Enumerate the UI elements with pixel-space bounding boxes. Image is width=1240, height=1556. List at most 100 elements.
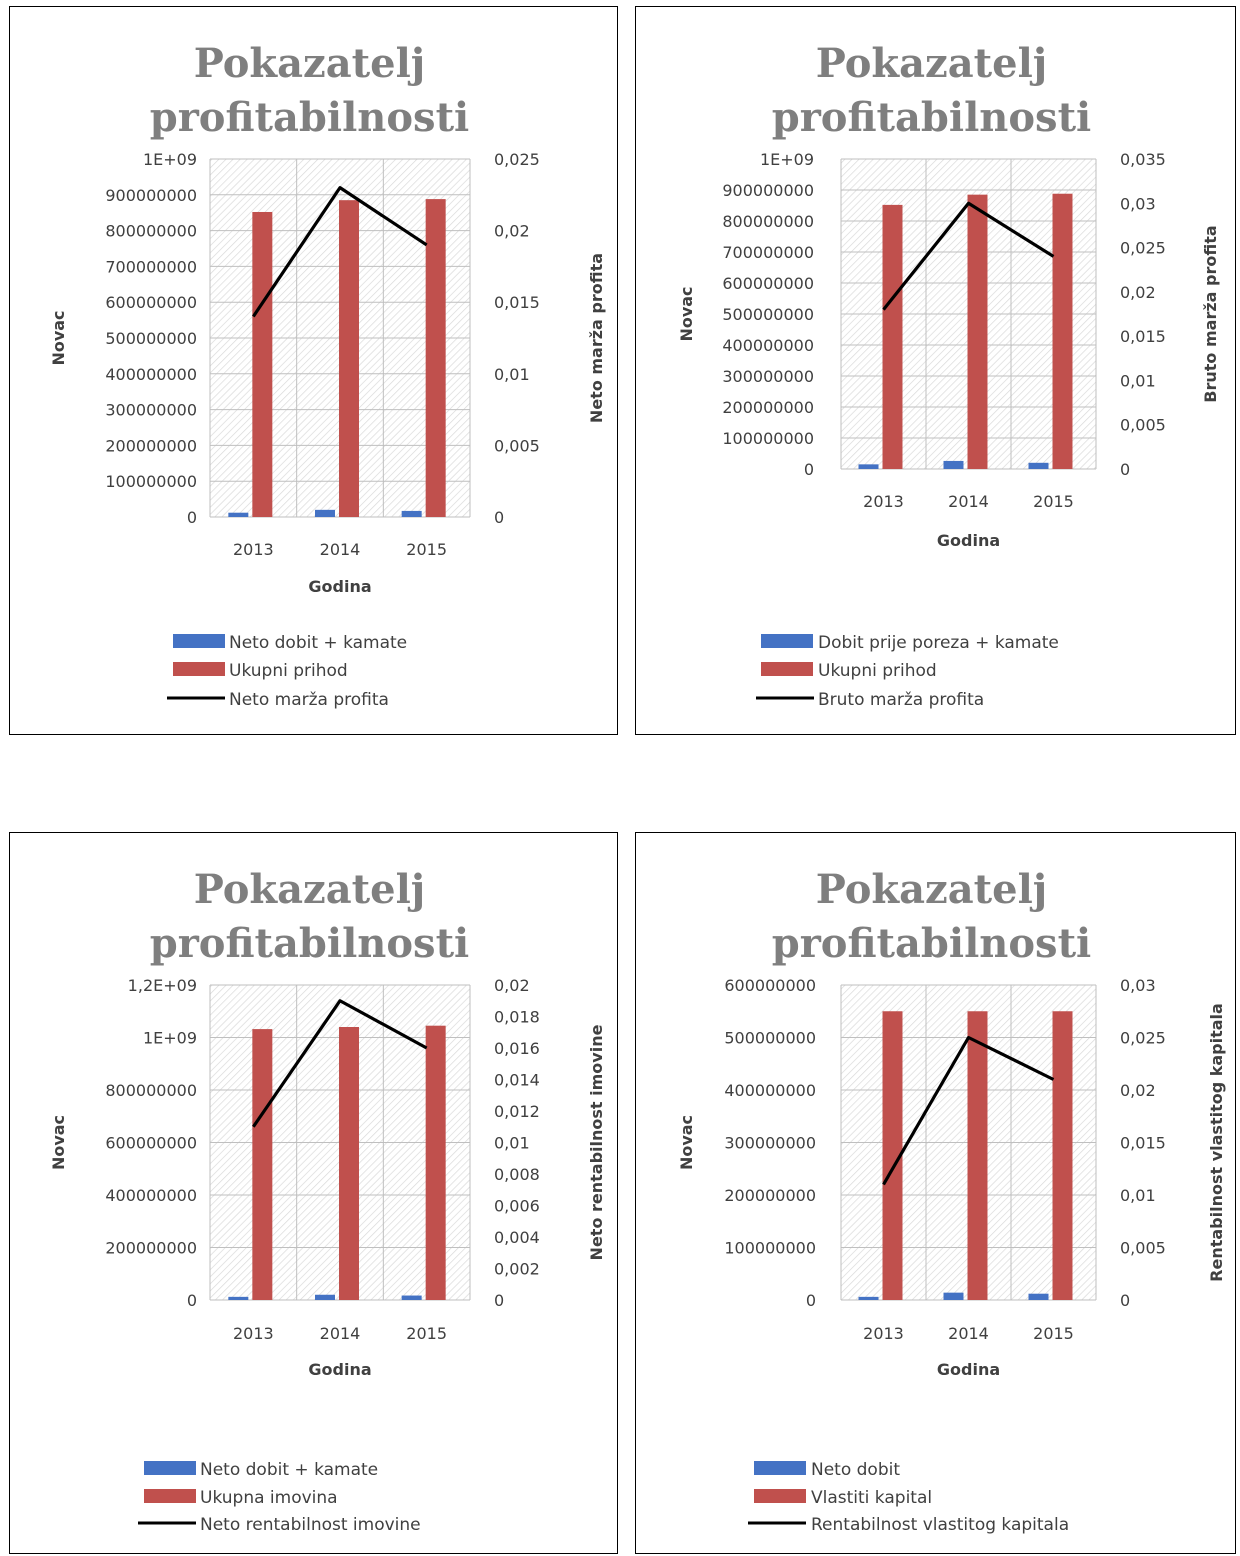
legend-swatch-2 xyxy=(173,662,225,676)
y-left-axis-title: Novac xyxy=(49,1115,68,1170)
y-left-tick-label: 800000000 xyxy=(722,212,814,231)
legend-label-3: Bruto marža profita xyxy=(818,690,984,710)
y-left-tick-label: 400000000 xyxy=(724,1081,816,1100)
legend-swatch-2 xyxy=(144,1489,196,1503)
y-right-tick-label: 0,01 xyxy=(494,365,530,384)
chart-svg: Pokazatelj profitabilnosti 0 100000000 20000… xyxy=(49,40,606,710)
legend-label-2: Vlastiti kapital xyxy=(811,1488,932,1508)
y-left-axis-title: Novac xyxy=(49,310,68,365)
chart-svg: Pokazatelj profitabilnosti 0 200000000 40000… xyxy=(49,866,606,1535)
legend-swatch-2 xyxy=(754,1489,806,1503)
bar-dobit-prije-poreza-kamate xyxy=(1028,462,1049,469)
y-right-axis-title: Bruto marža profita xyxy=(1201,225,1220,402)
y-left-tick-label: 900000000 xyxy=(722,181,814,200)
y-left-tick-label: 300000000 xyxy=(105,401,197,420)
y-left-tick-label: 400000000 xyxy=(105,1186,197,1205)
y-left-tick-label: 400000000 xyxy=(105,365,197,384)
x-axis-title: Godina xyxy=(308,577,371,596)
y-right-axis-title: Neto rentabilnost imovine xyxy=(587,1024,606,1260)
y-right-tick-label: 0,02 xyxy=(1120,283,1156,302)
bar-dobit-prije-poreza-kamate xyxy=(858,464,879,469)
bar-neto-dobit xyxy=(858,1296,879,1300)
y-right-tick-label: 0,002 xyxy=(494,1260,540,1279)
y-right-tick-label: 0,005 xyxy=(1120,416,1166,435)
y-left-tick-label: 600000000 xyxy=(722,274,814,293)
bar-neto-dobit-kamate xyxy=(315,1294,335,1300)
y-right-tick-label: 0,005 xyxy=(494,436,540,455)
chart-title-line-2: profitabilnosti xyxy=(150,94,470,141)
y-right-tick-label: 0,03 xyxy=(1120,976,1156,995)
y-left-tick-label: 0 xyxy=(187,508,197,527)
y-right-tick-label: 0,025 xyxy=(494,150,540,169)
y-right-axis-title: Neto marža profita xyxy=(587,253,606,423)
chart-panel-2: Pokazatelj profitabilnosti 0 100000000 20000… xyxy=(635,6,1236,735)
y-right-tick-label: 0,012 xyxy=(494,1102,540,1121)
legend-label-1: Neto dobit + kamate xyxy=(200,1460,378,1480)
x-axis-title: Godina xyxy=(937,1360,1000,1379)
legend-label-3: Neto marža profita xyxy=(229,690,389,710)
bar-dobit-prije-poreza-kamate xyxy=(943,460,964,469)
chart-svg: Pokazatelj profitabilnosti 0 100000000 20000… xyxy=(677,40,1220,710)
bar-neto-dobit-kamate xyxy=(228,1296,249,1300)
legend-swatch-1 xyxy=(173,634,225,648)
x-tick-label: 2013 xyxy=(863,492,904,511)
legend-label-1: Dobit prije poreza + kamate xyxy=(818,633,1059,653)
legend-label-1: Neto dobit + kamate xyxy=(229,633,407,653)
chart-title-line-1: Pokazatelj xyxy=(816,40,1048,87)
y-right-tick-label: 0,006 xyxy=(494,1197,540,1216)
bar-neto-dobit-kamate xyxy=(401,510,422,517)
y-left-tick-label: 200000000 xyxy=(724,1186,816,1205)
y-right-tick-label: 0,02 xyxy=(494,976,530,995)
bar-ukupna-imovina xyxy=(252,1029,273,1300)
x-tick-label: 2014 xyxy=(948,1324,989,1343)
x-tick-label: 2013 xyxy=(233,540,274,559)
y-right-axis-title: Rentabilnost vlastitog kapitala xyxy=(1207,1003,1226,1282)
legend-label-1: Neto dobit xyxy=(811,1460,900,1480)
bar-ukupni-prihod xyxy=(1052,193,1073,469)
y-right-tick-label: 0,015 xyxy=(1120,327,1166,346)
y-left-tick-label: 800000000 xyxy=(105,1081,197,1100)
y-right-tick-label: 0,025 xyxy=(1120,239,1166,258)
bar-vlastiti-kapital xyxy=(1052,1011,1073,1300)
y-left-tick-label: 200000000 xyxy=(722,398,814,417)
x-tick-label: 2015 xyxy=(1033,1324,1074,1343)
y-right-tick-label: 0,018 xyxy=(494,1008,540,1027)
y-right-tick-label: 0,015 xyxy=(494,293,540,312)
y-left-tick-label: 0 xyxy=(804,460,814,479)
chart-title-line-1: Pokazatelj xyxy=(816,866,1048,913)
y-left-tick-label: 800000000 xyxy=(105,222,197,241)
x-tick-label: 2013 xyxy=(863,1324,904,1343)
x-tick-label: 2014 xyxy=(320,1324,361,1343)
y-right-tick-label: 0,025 xyxy=(1120,1029,1166,1048)
x-axis-title: Godina xyxy=(308,1360,371,1379)
bar-ukupni-prihod xyxy=(967,194,988,469)
legend-swatch-1 xyxy=(144,1461,196,1475)
bar-ukupni-prihod xyxy=(882,204,903,469)
x-tick-label: 2014 xyxy=(320,540,361,559)
chart-title-line-1: Pokazatelj xyxy=(194,40,426,87)
y-left-tick-label: 900000000 xyxy=(105,186,197,205)
y-right-tick-label: 0,02 xyxy=(1120,1081,1156,1100)
y-right-tick-label: 0,014 xyxy=(494,1071,540,1090)
y-left-tick-label: 700000000 xyxy=(105,257,197,276)
y-right-tick-label: 0,035 xyxy=(1120,150,1166,169)
x-tick-label: 2014 xyxy=(948,492,989,511)
y-right-tick-label: 0 xyxy=(1120,1291,1130,1310)
y-right-tick-label: 0,008 xyxy=(494,1165,540,1184)
chart-title-line-2: profitabilnosti xyxy=(150,920,470,967)
legend-label-2: Ukupna imovina xyxy=(200,1488,338,1508)
chart-title-line-2: profitabilnosti xyxy=(772,920,1092,967)
bar-neto-dobit-kamate xyxy=(315,509,335,517)
y-left-tick-label: 400000000 xyxy=(722,336,814,355)
bar-neto-dobit xyxy=(943,1292,964,1300)
y-right-tick-label: 0,01 xyxy=(494,1134,530,1153)
x-axis-title: Godina xyxy=(937,531,1000,550)
legend-label-3: Rentabilnost vlastitog kapitala xyxy=(811,1515,1069,1535)
x-tick-label: 2015 xyxy=(406,1324,447,1343)
chart-title-line-1: Pokazatelj xyxy=(194,866,426,913)
y-left-tick-label: 100000000 xyxy=(722,429,814,448)
chart-title-line-2: profitabilnosti xyxy=(772,94,1092,141)
bar-ukupni-prihod xyxy=(425,199,446,517)
chart-panel-1: Pokazatelj profitabilnosti 0 100000000 20000… xyxy=(9,6,618,735)
y-left-tick-label: 500000000 xyxy=(105,329,197,348)
